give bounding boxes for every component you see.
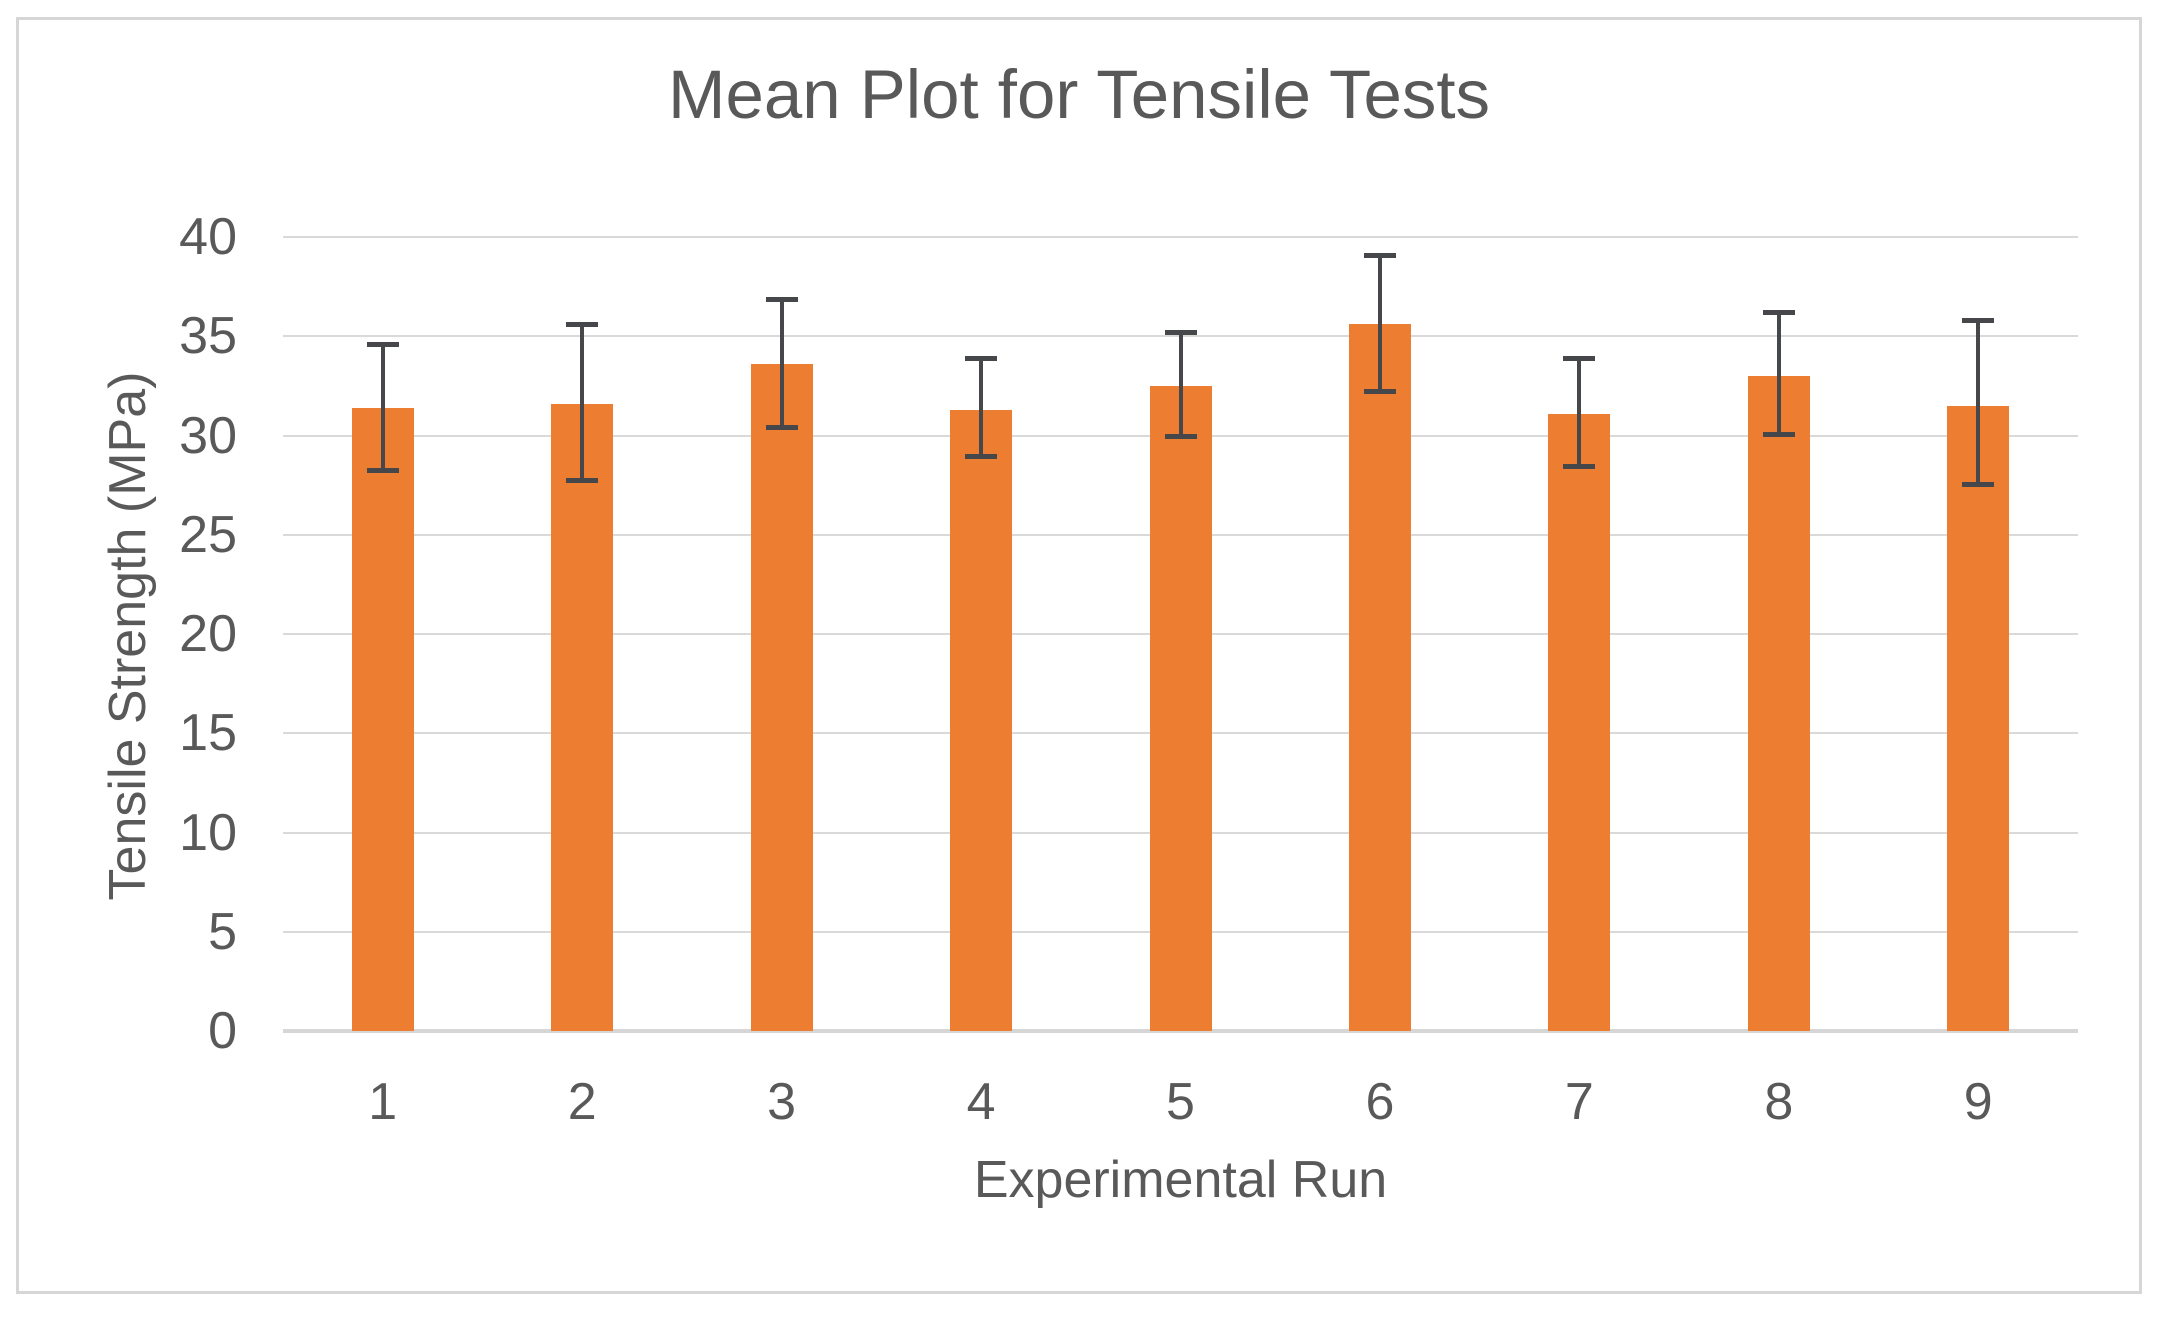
x-tick-label: 5: [1166, 1073, 1195, 1131]
error-bar-line: [580, 322, 585, 484]
y-tick-label: 30: [179, 406, 237, 465]
x-tick-label: 4: [966, 1073, 996, 1131]
bar-run-4: [950, 409, 1013, 1031]
gridline: [283, 236, 2078, 238]
error-bar-cap-top: [366, 342, 399, 348]
y-tick-label: 20: [179, 605, 237, 663]
error-bar-cap-bottom: [1762, 432, 1795, 438]
error-bar-line: [1178, 330, 1183, 440]
error-bar-cap-top: [1563, 356, 1596, 362]
bar-run-5: [1149, 385, 1212, 1031]
x-axis-baseline: [283, 1029, 2078, 1033]
bar-run-1: [351, 407, 414, 1031]
bar-run-9: [1947, 405, 2010, 1031]
bar-run-6: [1348, 324, 1411, 1031]
error-bar-cap-bottom: [1563, 464, 1596, 470]
error-bar-cap-bottom: [566, 478, 599, 484]
error-bar-cap-top: [1363, 252, 1396, 258]
x-tick-label: 8: [1764, 1073, 1794, 1131]
error-bar-cap-top: [1962, 318, 1995, 324]
error-bar-cap-top: [1762, 310, 1795, 316]
error-bar-line: [979, 356, 984, 460]
error-bar-cap-bottom: [1164, 434, 1197, 440]
y-tick-label: 40: [179, 208, 237, 266]
y-tick-label: 25: [179, 505, 237, 564]
y-tick-label: 0: [208, 1002, 237, 1060]
bar-run-2: [551, 403, 614, 1031]
error-bar-cap-bottom: [1363, 388, 1396, 394]
error-bar-cap-top: [765, 296, 798, 302]
error-bar-cap-top: [965, 356, 998, 362]
x-tick-label: 6: [1365, 1073, 1395, 1131]
error-bar-cap-top: [566, 322, 599, 328]
x-tick-label: 3: [767, 1073, 797, 1131]
error-bar-line: [1577, 356, 1582, 470]
y-tick-label: 5: [208, 902, 237, 961]
x-tick-label: 1: [368, 1073, 398, 1131]
error-bar-cap-bottom: [965, 454, 998, 460]
chart-title: Mean Plot for Tensile Tests: [667, 56, 1491, 133]
bar-run-3: [750, 364, 813, 1031]
error-bar-cap-top: [1164, 330, 1197, 336]
error-bar-line: [1377, 252, 1382, 394]
x-tick-label: 9: [1963, 1073, 1993, 1131]
error-bar-line: [380, 342, 385, 474]
error-bar-cap-bottom: [1962, 482, 1995, 488]
error-bar-line: [779, 296, 784, 430]
bar-run-7: [1548, 413, 1611, 1031]
bar-run-8: [1747, 375, 1810, 1031]
error-bar-cap-bottom: [765, 424, 798, 430]
error-bar-cap-bottom: [366, 468, 399, 474]
y-tick-label: 10: [179, 803, 237, 862]
x-axis-title: Experimental Run: [973, 1151, 1388, 1209]
error-bar-line: [1776, 310, 1781, 438]
y-tick-label: 35: [179, 307, 237, 366]
error-bar-line: [1976, 318, 1981, 488]
y-tick-label: 15: [179, 704, 237, 763]
x-tick-label: 2: [567, 1073, 597, 1131]
x-tick-label: 7: [1564, 1073, 1594, 1131]
